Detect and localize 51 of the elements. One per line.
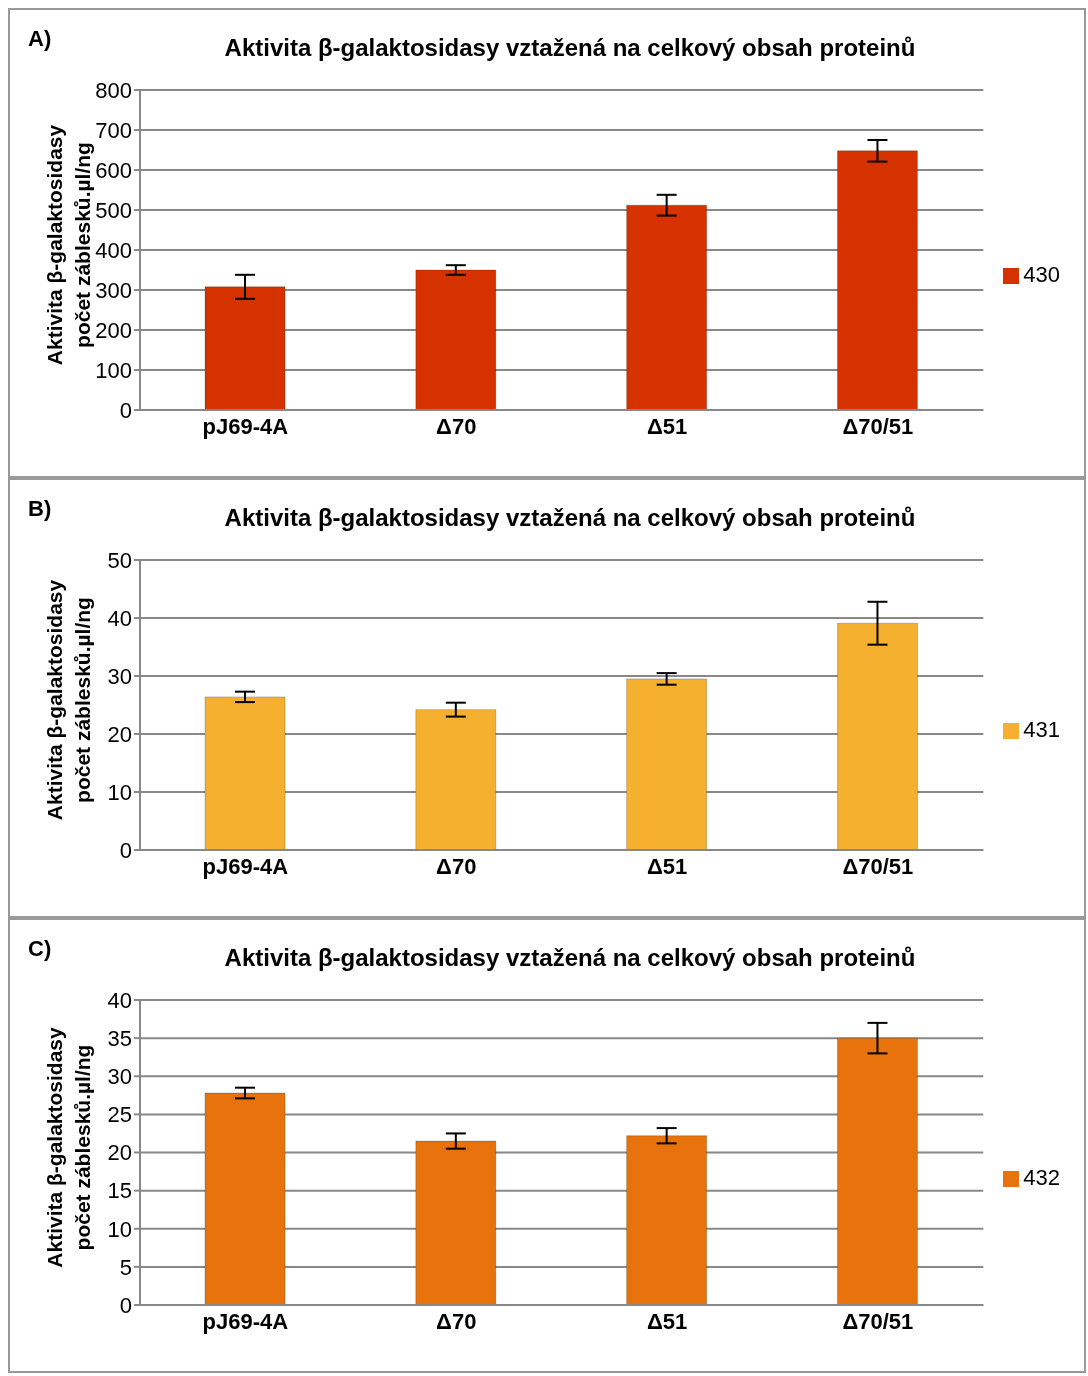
y-tick-label: 30 — [107, 1064, 132, 1090]
x-tick-label: pJ69-4A — [202, 853, 289, 879]
y-tick-label: 600 — [95, 157, 132, 183]
y-tick-label: 400 — [95, 237, 132, 263]
y-tick-label: 30 — [107, 663, 132, 689]
x-tick-label: Δ70 — [436, 853, 477, 879]
y-tick-label: 25 — [107, 1102, 132, 1128]
y-tick-label: 40 — [107, 987, 132, 1013]
y-tick-label: 5 — [119, 1254, 132, 1280]
text: B) — [28, 496, 52, 522]
y-tick-label: 10 — [107, 1216, 132, 1242]
x-tick-label: Δ70/51 — [842, 1308, 914, 1334]
y-tick-label: 50 — [107, 547, 132, 573]
bar — [204, 1092, 286, 1305]
legend-label: 430 — [1023, 262, 1060, 287]
y-tick-label: 10 — [107, 779, 132, 805]
x-tick-label: Δ51 — [646, 853, 688, 879]
y-tick-label: 100 — [95, 357, 132, 383]
x-tick-label: Δ70/51 — [842, 413, 914, 439]
y-tick-label: 40 — [107, 605, 132, 631]
bar — [415, 269, 497, 410]
y-tick-label: 20 — [107, 1140, 132, 1166]
y-tick-label: 35 — [107, 1025, 132, 1051]
bar — [204, 696, 286, 850]
y-tick-label: 200 — [95, 317, 132, 343]
y-tick-label: 20 — [107, 721, 132, 747]
y-tick-label: 300 — [95, 277, 132, 303]
x-tick-label: Δ70 — [436, 413, 477, 439]
y-tick-label: 700 — [95, 117, 132, 143]
y-tick-label: 0 — [119, 837, 132, 863]
x-tick-label: Δ51 — [646, 413, 688, 439]
y-axis-title: Aktivita β-galaktosidasy počet záblesků.µl/ng — [43, 1026, 94, 1268]
chart-title: Aktivita β-galaktosidasy vztažená na celkový obsah proteinů — [223, 944, 917, 972]
y-tick-label: 15 — [107, 1178, 132, 1204]
y-axis-title: Aktivita β-galaktosidasy počet záblesků.µl/ng — [43, 124, 94, 366]
y-axis-title: Aktivita β-galaktosidasy počet záblesků.µl/ng — [43, 579, 94, 821]
chart-title: Aktivita β-galaktosidasy vztažená na celkový obsah proteinů — [223, 504, 917, 532]
x-tick-label: Δ51 — [646, 1308, 688, 1334]
x-tick-label: Δ70/51 — [842, 853, 914, 879]
y-tick-label: 0 — [119, 397, 132, 423]
x-tick-label: pJ69-4A — [202, 1308, 289, 1334]
y-tick-label: 800 — [95, 77, 132, 103]
text: A) — [28, 26, 52, 52]
y-tick-label: 500 — [95, 197, 132, 223]
legend-label: 431 — [1023, 717, 1060, 742]
x-tick-label: pJ69-4A — [202, 413, 289, 439]
y-tick-label: 0 — [119, 1292, 132, 1318]
x-tick-label: Δ70 — [436, 1308, 477, 1334]
chart-title: Aktivita β-galaktosidasy vztažená na celkový obsah proteinů — [223, 34, 917, 62]
legend-label: 432 — [1023, 1164, 1060, 1190]
text: C) — [28, 936, 52, 962]
